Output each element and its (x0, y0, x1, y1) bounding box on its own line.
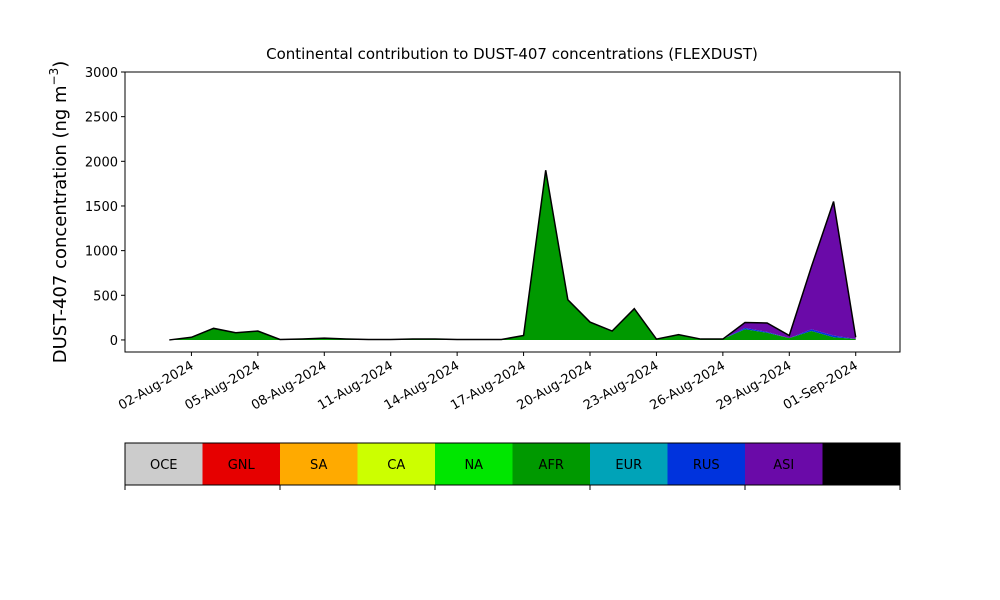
y-tick-label: 2000 (85, 155, 118, 170)
legend-label: OCE (150, 458, 178, 473)
x-tick-label: 29-Aug-2024 (714, 358, 794, 413)
legend-swatch (357, 443, 435, 485)
y-label-end: ) (50, 61, 71, 68)
y-tick-label: 0 (110, 334, 118, 349)
legend-label: GNL (228, 458, 256, 473)
legend-swatch (590, 443, 668, 485)
legend-swatch (822, 443, 900, 485)
y-axis-label: DUST-407 concentration (ng m−3) (47, 61, 71, 364)
area (169, 170, 856, 340)
chart-title: Continental contribution to DUST-407 con… (266, 45, 758, 63)
legend-swatch (280, 443, 358, 485)
y-tick-label: 1000 (85, 245, 118, 260)
legend-label: SA (310, 458, 327, 473)
y-label-sup: −3 (47, 68, 61, 86)
plot-frame (124, 71, 901, 353)
area (169, 170, 856, 340)
legend-label: AUS (848, 458, 875, 473)
legend-label: RUS (693, 458, 720, 473)
legend-swatch (202, 443, 280, 485)
legend-label: NA (464, 458, 483, 473)
legend-swatch (512, 443, 590, 485)
legend-frame (124, 442, 901, 486)
area (169, 170, 856, 340)
legend-label: EUR (615, 458, 642, 473)
y-tick-label: 1500 (85, 200, 118, 215)
area (169, 170, 856, 340)
x-tick-label: 01-Sep-2024 (781, 358, 861, 413)
legend-swatch (125, 443, 203, 485)
legend-swatch (667, 443, 745, 485)
area (169, 170, 856, 340)
legend-label: CA (387, 458, 405, 473)
legend-swatch (435, 443, 513, 485)
legend-label: ASI (773, 458, 794, 473)
legend-swatch (745, 443, 823, 485)
legend-label: AFR (539, 458, 564, 473)
y-tick-label: 500 (93, 289, 118, 304)
total-outline (169, 170, 857, 341)
y-tick-label: 2500 (85, 111, 118, 126)
y-label-text: DUST-407 concentration (ng m (50, 85, 71, 363)
y-tick-label: 3000 (85, 66, 118, 81)
